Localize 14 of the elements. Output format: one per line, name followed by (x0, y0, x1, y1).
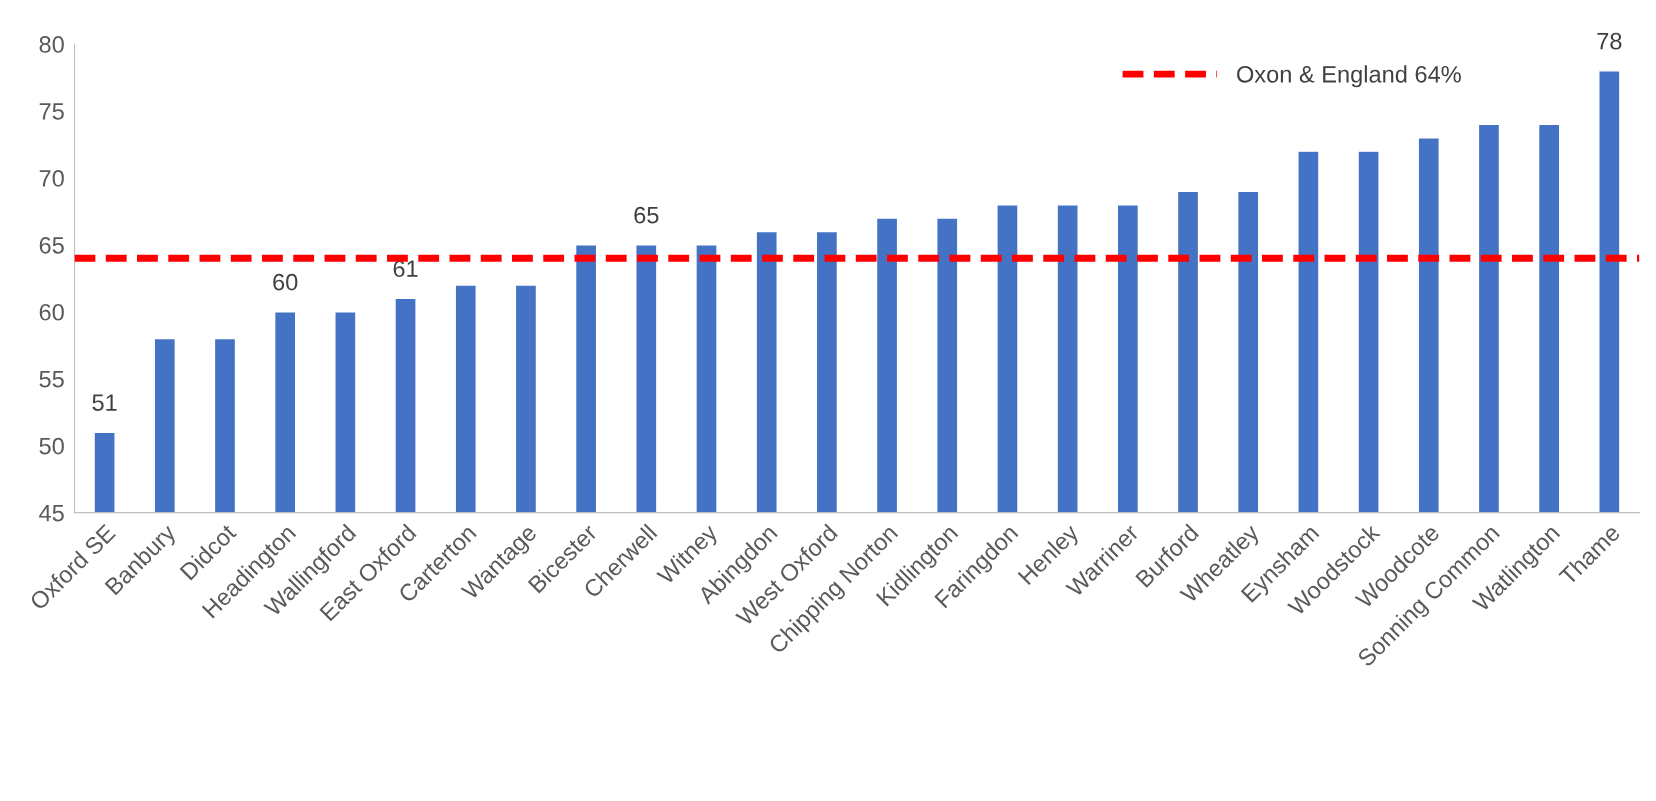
y-tick-label: 55 (39, 371, 64, 388)
data-label: 60 (273, 273, 298, 291)
y-tick-label: 70 (39, 170, 64, 187)
data-label: 65 (634, 206, 659, 224)
y-tick-label: 75 (39, 103, 64, 120)
data-label: 61 (393, 260, 418, 278)
y-tick-label: 50 (39, 437, 64, 455)
legend-label: Oxon & England 64% (1237, 65, 1461, 88)
data-label: 78 (1597, 32, 1622, 50)
y-tick-label: 60 (39, 303, 64, 321)
data-label: 51 (92, 394, 117, 411)
y-tick-label: 80 (39, 36, 64, 53)
y-tick-label: 65 (39, 236, 64, 254)
y-tick-label: 45 (39, 504, 64, 522)
